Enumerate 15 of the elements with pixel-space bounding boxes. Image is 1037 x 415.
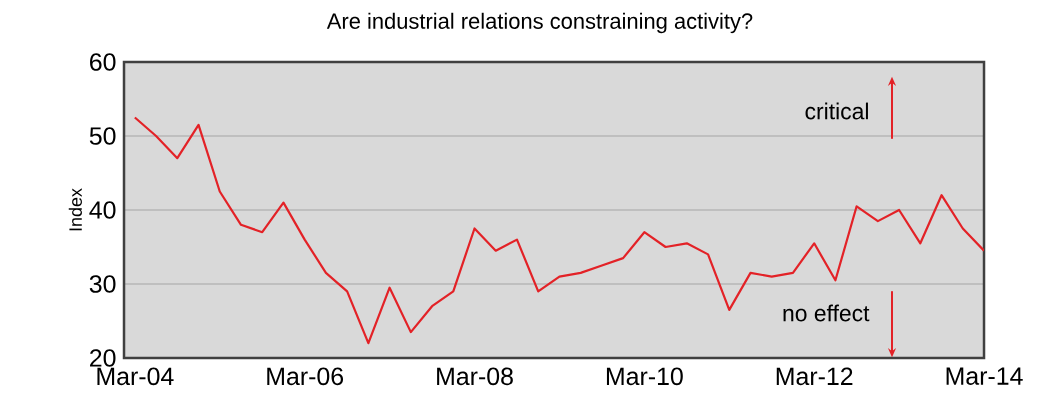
chart-title: Are industrial relations constraining activity? [326,12,753,34]
annotation: critical [805,102,868,120]
y-tick-label: 20 [90,349,116,367]
y-tick-label: 30 [89,275,116,293]
x-tick-label: Mar-06 [267,367,344,386]
x-tick-label: Mar-12 [776,367,853,386]
x-tick-label: Mar-04 [97,367,174,386]
x-tick-label: Mar-14 [946,367,1023,385]
annotation: no effect [783,304,870,322]
x-tick-label: Mar-08 [437,367,513,386]
y-tick-label: 40 [89,201,116,219]
y-axis-title: Index [68,188,82,231]
y-tick-label: 50 [89,127,116,145]
x-tick-label: Mar-10 [606,367,683,386]
y-tick-label: 60 [90,53,116,71]
